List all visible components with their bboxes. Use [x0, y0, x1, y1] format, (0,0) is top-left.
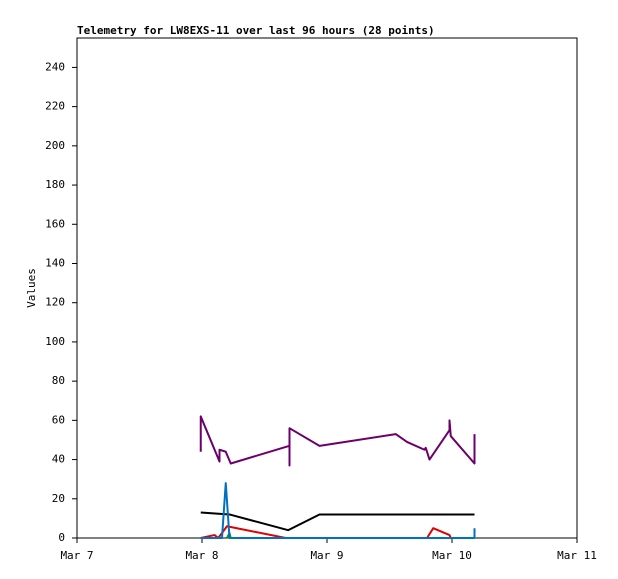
y-tick-label: 240 [45, 60, 65, 73]
x-tick-label: Mar 11 [557, 549, 597, 562]
x-tick-label: Mar 10 [432, 549, 472, 562]
x-tick-label: Mar 8 [185, 549, 218, 562]
y-tick-label: 100 [45, 335, 65, 348]
y-tick-label: 0 [58, 531, 65, 544]
x-tick-label: Mar 9 [310, 549, 343, 562]
chart-title: Telemetry for LW8EXS-11 over last 96 hou… [77, 24, 435, 37]
y-tick-label: 180 [45, 178, 65, 191]
y-tick-label: 140 [45, 256, 65, 269]
series-line [200, 482, 476, 539]
y-tick-label: 200 [45, 139, 65, 152]
y-tick-label: 40 [52, 453, 65, 466]
y-tick-label: 120 [45, 296, 65, 309]
series-line [200, 511, 475, 532]
y-axis-label: Values [25, 268, 38, 308]
y-tick-label: 220 [45, 100, 65, 113]
plot-frame [76, 37, 578, 539]
series-line [200, 525, 452, 539]
y-tick-label: 20 [52, 492, 65, 505]
y-tick-label: 60 [52, 413, 65, 426]
y-tick-label: 160 [45, 217, 65, 230]
x-tick-label: Mar 7 [60, 549, 93, 562]
series-line [199, 415, 476, 467]
y-tick-label: 80 [52, 374, 65, 387]
